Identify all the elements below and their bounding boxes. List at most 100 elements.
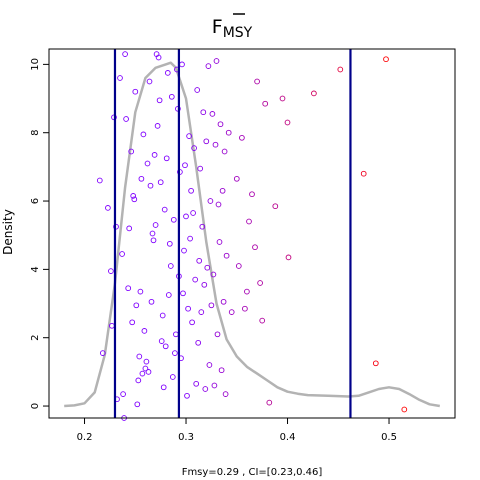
data-point bbox=[148, 298, 155, 305]
data-point bbox=[135, 377, 142, 384]
data-point bbox=[199, 223, 206, 230]
data-point bbox=[169, 374, 176, 380]
data-point bbox=[182, 162, 188, 169]
data-point bbox=[162, 343, 169, 350]
plot-layer bbox=[64, 49, 441, 421]
data-point bbox=[163, 155, 170, 162]
data-point bbox=[221, 148, 228, 155]
data-point bbox=[193, 380, 200, 387]
data-point bbox=[154, 123, 161, 129]
y-tick-label: 6 bbox=[30, 198, 41, 204]
y-tick-label: 4 bbox=[30, 266, 41, 272]
data-point bbox=[228, 309, 235, 315]
data-point bbox=[195, 339, 202, 346]
data-point bbox=[200, 109, 207, 116]
data-point bbox=[211, 382, 218, 389]
data-point bbox=[138, 175, 145, 182]
data-point bbox=[161, 206, 168, 213]
y-tick-label: 10 bbox=[30, 58, 41, 71]
data-point bbox=[383, 56, 389, 63]
data-point bbox=[134, 401, 141, 408]
data-point bbox=[126, 225, 133, 232]
data-point bbox=[151, 152, 158, 158]
data-point bbox=[145, 369, 152, 375]
data-point bbox=[125, 285, 132, 292]
data-point bbox=[218, 367, 225, 374]
density-curve bbox=[64, 61, 441, 408]
data-point bbox=[159, 312, 166, 319]
data-point bbox=[186, 133, 192, 139]
data-point bbox=[189, 319, 195, 326]
data-point bbox=[164, 70, 171, 76]
data-point bbox=[170, 216, 177, 223]
data-point bbox=[136, 353, 143, 360]
data-point bbox=[172, 350, 178, 356]
data-point bbox=[257, 280, 263, 286]
y-tick-label: 2 bbox=[30, 335, 41, 341]
data-point bbox=[122, 51, 128, 57]
y-axis-label: Density bbox=[1, 209, 15, 255]
data-point bbox=[192, 276, 199, 283]
data-point bbox=[119, 251, 125, 257]
data-point bbox=[131, 196, 138, 203]
data-point bbox=[183, 213, 189, 220]
data-point bbox=[208, 302, 215, 309]
data-point bbox=[123, 116, 129, 122]
y-tick-label: 8 bbox=[30, 130, 41, 136]
data-point bbox=[143, 358, 150, 365]
data-point bbox=[266, 399, 273, 406]
data-point bbox=[141, 328, 148, 334]
data-point bbox=[117, 75, 123, 81]
data-point bbox=[108, 268, 114, 274]
data-point bbox=[142, 365, 149, 372]
y-tick-label: 0 bbox=[30, 403, 41, 409]
chart-title: FMSY bbox=[212, 16, 253, 41]
data-point bbox=[194, 87, 201, 93]
data-point bbox=[360, 170, 367, 177]
data-point bbox=[149, 230, 156, 237]
data-point bbox=[233, 175, 240, 182]
data-point bbox=[150, 237, 157, 244]
x-tick-label: 0.3 bbox=[178, 432, 194, 443]
data-point bbox=[212, 141, 219, 148]
data-point bbox=[249, 191, 255, 198]
data-point bbox=[223, 252, 230, 259]
data-point bbox=[137, 288, 144, 295]
data-point bbox=[99, 350, 106, 356]
data-point bbox=[191, 145, 197, 151]
data-point bbox=[120, 391, 126, 397]
data-point bbox=[205, 63, 212, 69]
data-point bbox=[179, 61, 185, 68]
data-point bbox=[96, 177, 103, 184]
data-point bbox=[262, 100, 269, 107]
data-point bbox=[166, 240, 173, 247]
data-point bbox=[196, 257, 203, 264]
data-point bbox=[401, 406, 408, 413]
data-point bbox=[140, 131, 147, 138]
data-point bbox=[147, 182, 154, 189]
data-point bbox=[132, 88, 139, 95]
axis-layer: 0.2 0.3 0.4 0.5 0 2 4 6 8 10 bbox=[30, 58, 397, 443]
data-point bbox=[222, 391, 229, 397]
data-point bbox=[105, 205, 111, 211]
data-point bbox=[311, 90, 317, 97]
data-point bbox=[184, 392, 190, 399]
data-point bbox=[284, 119, 291, 126]
data-point bbox=[190, 210, 196, 216]
data-point bbox=[252, 244, 258, 251]
data-point bbox=[160, 384, 167, 391]
data-point bbox=[285, 254, 292, 261]
data-point bbox=[209, 111, 216, 117]
data-point bbox=[259, 317, 266, 324]
data-point bbox=[165, 292, 172, 298]
data-point bbox=[225, 129, 232, 136]
x-tick-label: 0.5 bbox=[381, 432, 397, 443]
data-point bbox=[180, 290, 186, 297]
data-point bbox=[203, 138, 210, 145]
data-point bbox=[128, 148, 135, 155]
chart-title-subscript: MSY bbox=[223, 25, 253, 41]
data-point bbox=[254, 78, 260, 85]
data-point bbox=[202, 386, 209, 392]
data-point bbox=[239, 134, 245, 141]
